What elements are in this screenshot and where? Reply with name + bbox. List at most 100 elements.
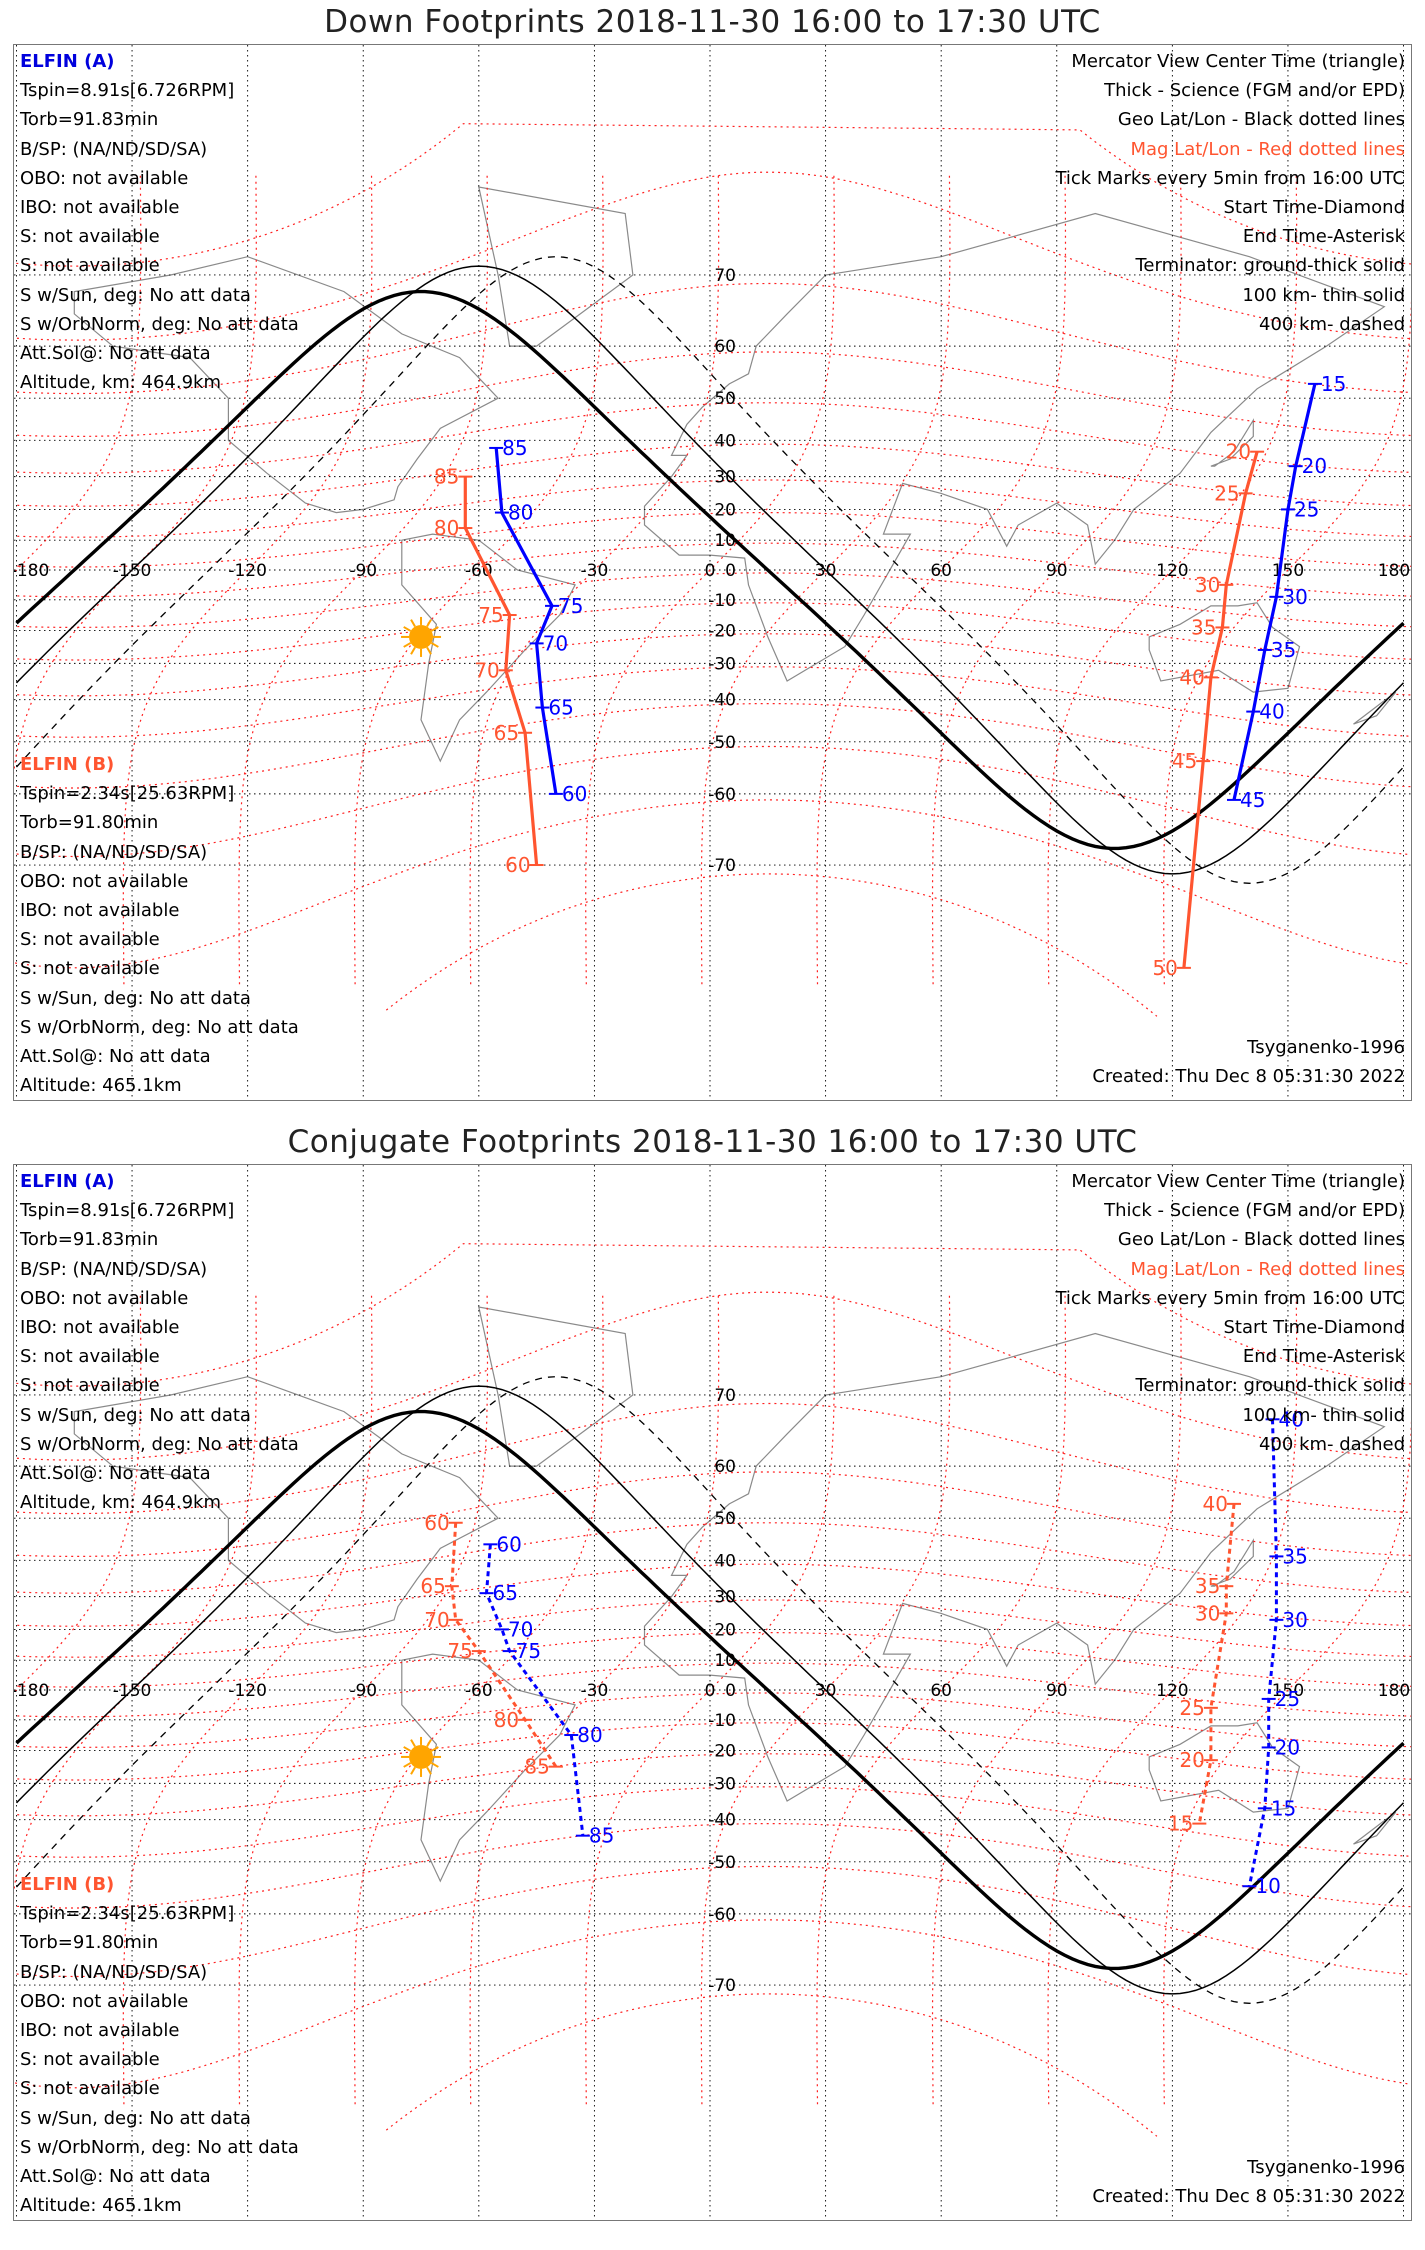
created-label: Created: Thu Dec 8 05:31:30 2022 xyxy=(1092,1066,1405,1087)
mag-longitude-line xyxy=(14,1292,142,1694)
track-tick-label: 35 xyxy=(1282,1544,1307,1568)
track-tick-label: 70 xyxy=(508,1617,533,1641)
track-tick-label: 40 xyxy=(1179,665,1204,689)
mag-latitude-line xyxy=(14,666,1411,738)
mag-longitude-line xyxy=(700,1292,951,2105)
track-tick-label: 70 xyxy=(543,631,568,655)
track-tick-label: 65 xyxy=(493,1581,518,1605)
info-line: Torb=91.83min xyxy=(20,109,159,131)
info-line: S: not available xyxy=(20,2078,160,2100)
elfin-a-header: ELFIN (A) xyxy=(20,51,115,72)
info-line: B/SP: (NA/ND/SD/SA) xyxy=(20,1961,208,1983)
mag-latitude-line xyxy=(14,443,1411,507)
mag-longitude-line xyxy=(1163,1419,1411,2105)
sun-ray xyxy=(430,626,439,632)
legend-line: 100 km- thin solid xyxy=(1242,1404,1405,1426)
track-tick-label: 30 xyxy=(1195,1601,1220,1625)
conjugate-footprints-panel: Conjugate Footprints 2018-11-30 16:00 to… xyxy=(0,1120,1425,2240)
mag-latitude-line xyxy=(14,1753,1411,1817)
sun-ray xyxy=(430,642,439,648)
elfin-a-track-east: 15 20 25 30 35 40 45 xyxy=(1227,372,1346,812)
info-line: Altitude: 465.1km xyxy=(20,2195,182,2217)
track-tick-label: 80 xyxy=(577,1723,602,1747)
legend-line: Start Time-Diamond xyxy=(1223,197,1405,219)
elfin-b-track-west: 85 80 75 70 65 60 xyxy=(434,465,544,877)
lat-tick-label: -40 xyxy=(708,691,736,711)
legend-line: Terminator: ground-thick solid xyxy=(1135,255,1405,277)
mag-latitude-line xyxy=(14,351,1411,437)
lat-tick-label: -10 xyxy=(708,591,736,611)
coastline-shape xyxy=(478,1306,634,1467)
lon-tick-label: 180 xyxy=(1378,561,1410,581)
track-tick-label: 20 xyxy=(1302,454,1327,478)
info-line: S w/Sun, deg: No att data xyxy=(20,987,251,1009)
mag-longitude-line xyxy=(14,172,142,574)
lon-tick-label: -120 xyxy=(228,1681,267,1701)
terminator-400km xyxy=(16,1376,1404,2004)
lat-tick-label: 30 xyxy=(714,1588,736,1608)
coastline-shape xyxy=(1148,602,1301,693)
track-tick-label: 30 xyxy=(1195,573,1220,597)
map-canvas: -180 -150 -120 -90 -60 -30 0 30 60 90 120 150 180706… xyxy=(14,45,1411,1100)
info-line: OBO: not available xyxy=(20,1287,189,1309)
track-tick-label: 60 xyxy=(424,1511,449,1535)
info-line: Tspin=8.91s[6.726RPM] xyxy=(20,80,235,102)
lat-tick-label: 40 xyxy=(714,1551,736,1571)
info-line: S w/Sun, deg: No att data xyxy=(20,284,251,306)
mag-longitude-line xyxy=(931,1292,1182,2105)
lon-tick-label: 90 xyxy=(1046,1681,1068,1701)
mag-longitude-line xyxy=(238,172,489,985)
sun-ray xyxy=(410,646,416,655)
sun-ray xyxy=(430,1762,439,1768)
track-tick-label: 65 xyxy=(420,1574,445,1598)
mag-latitude-line xyxy=(14,402,1411,474)
mag-latitude-line xyxy=(14,745,1411,858)
elfin-b-track-west-line xyxy=(463,476,539,866)
lon-tick-label: -30 xyxy=(581,1681,609,1701)
created-label: Created: Thu Dec 8 05:31:30 2022 xyxy=(1092,2186,1405,2207)
elfin-a-info: ELFIN (A) Tspin=8.91s[6.726RPM] Torb=91.83… xyxy=(20,1167,299,1517)
mag-latitude-line xyxy=(14,1563,1411,1627)
info-line: B/SP: (NA/ND/SD/SA) xyxy=(20,138,208,160)
info-line: OBO: not available xyxy=(20,167,189,189)
track-tick-label: 25 xyxy=(1275,1687,1300,1711)
lat-tick-label: -30 xyxy=(708,1774,736,1794)
track-tick-label: 75 xyxy=(516,1639,541,1663)
track-tick-label: 60 xyxy=(505,853,530,877)
track-tick-label: 25 xyxy=(1179,1696,1204,1720)
lat-tick-label: -60 xyxy=(708,1905,736,1925)
info-line: Att.Sol@: No att data xyxy=(20,1463,211,1485)
sun-ray xyxy=(410,1739,416,1748)
legend-line: Geo Lat/Lon - Black dotted lines xyxy=(1117,1229,1405,1251)
mag-longitude-line xyxy=(14,172,257,775)
track-tick-label: 60 xyxy=(496,1532,521,1556)
track-tick-label: 20 xyxy=(1275,1735,1300,1759)
legend-line: End Time-Asterisk xyxy=(1242,1346,1405,1368)
mag-longitude-line xyxy=(1047,172,1298,985)
lat-tick-label: 40 xyxy=(714,431,736,451)
mag-longitude-line xyxy=(816,1292,1067,2105)
elfin-a-track-west-line xyxy=(494,447,558,795)
sun-ray xyxy=(403,626,412,632)
coastline-shape xyxy=(1210,418,1254,467)
sun-ray xyxy=(426,1739,432,1748)
coastlines xyxy=(73,1306,1397,1883)
elfin-b-info: ELFIN (B) Tspin=2.34s[25.63RPM] Torb=91.80… xyxy=(20,750,299,1100)
track-tick-label: 35 xyxy=(1195,1574,1220,1598)
track-tick-label: 20 xyxy=(1226,440,1251,464)
lon-tick-label: -120 xyxy=(228,561,267,581)
info-line: Torb=91.80min xyxy=(20,1932,159,1954)
panel-title: Conjugate Footprints 2018-11-30 16:00 to… xyxy=(287,1124,1138,1160)
legend-line: Terminator: ground-thick solid xyxy=(1135,1375,1405,1397)
info-line: S: not available xyxy=(20,929,160,951)
mag-latitude-line xyxy=(385,873,1158,1017)
mag-latitude-line xyxy=(14,799,1411,969)
coastline-shape xyxy=(401,533,576,763)
track-tick-label: 45 xyxy=(1172,749,1197,773)
terminator-ground xyxy=(15,1409,1405,1971)
lat-tick-label: 0 xyxy=(725,1681,736,1701)
info-line: IBO: not available xyxy=(20,1317,180,1339)
info-line: OBO: not available xyxy=(20,1990,189,2012)
sun-ray xyxy=(410,619,416,628)
